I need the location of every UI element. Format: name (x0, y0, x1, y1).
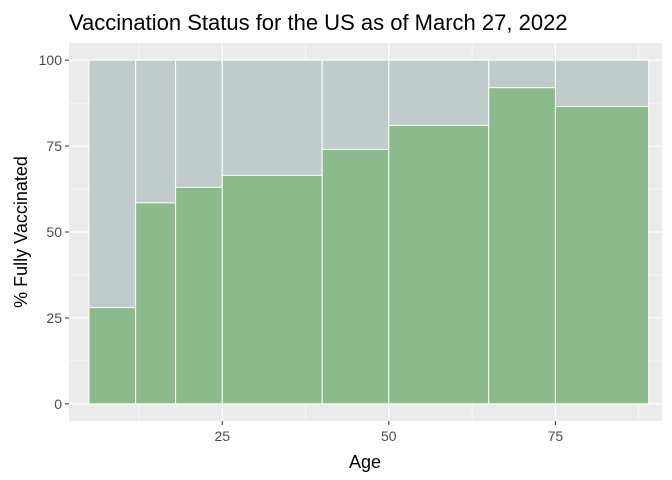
chart-title: Vaccination Status for the US as of Marc… (69, 10, 568, 35)
x-tick-label: 75 (548, 428, 564, 444)
vaccinated-bar (388, 124, 490, 405)
y-tick-label: 25 (46, 310, 62, 326)
y-axis: 0 25 50 75 100 (39, 52, 69, 412)
x-tick-label: 25 (214, 428, 230, 444)
x-tick-label: 50 (381, 428, 397, 444)
vaccinated-bar (88, 307, 137, 405)
vaccinated-bar (554, 106, 650, 405)
x-axis: 25 50 75 (214, 421, 563, 444)
y-tick-label: 50 (46, 224, 62, 240)
y-tick-label: 100 (39, 52, 63, 68)
y-axis-title: % Fully Vaccinated (11, 156, 31, 308)
y-tick-label: 0 (54, 396, 62, 412)
vaccinated-bar (135, 202, 177, 405)
vaccinated-bar (321, 149, 390, 405)
x-axis-title: Age (349, 452, 381, 472)
vaccinated-bars (88, 87, 650, 405)
vaccinated-bar (175, 186, 223, 405)
vaccinated-bar (221, 174, 323, 405)
y-tick-label: 75 (46, 138, 62, 154)
vaccinated-bar (488, 87, 556, 405)
